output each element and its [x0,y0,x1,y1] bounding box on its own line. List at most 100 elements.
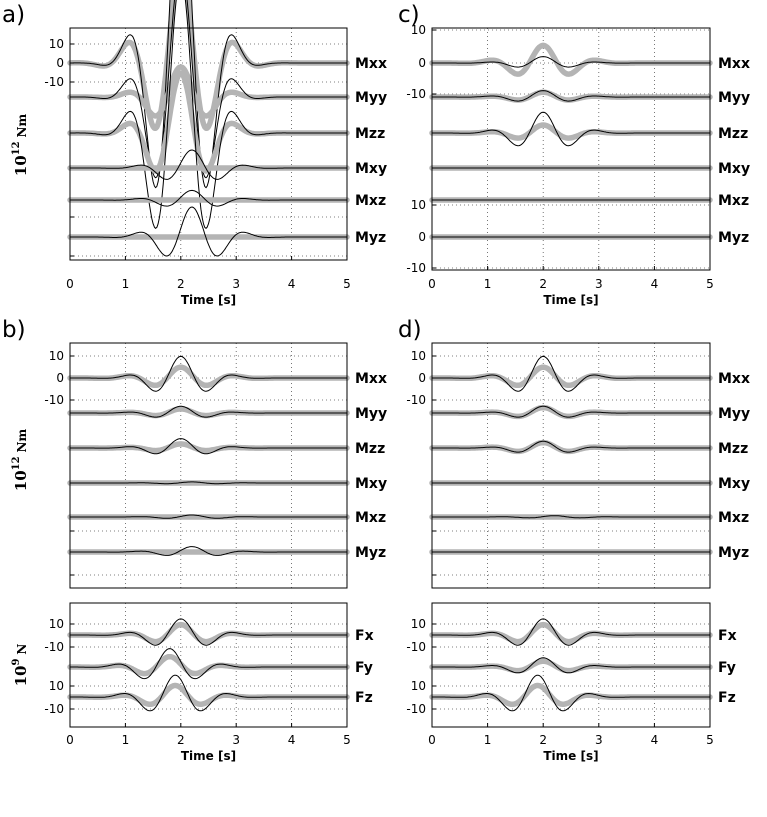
series-label-mxy: Mxy [718,476,750,492]
series-label-mxy: Mxy [718,161,750,177]
y-tick-label: 10 [411,198,426,212]
x-tick-label: 3 [595,277,603,291]
series-fz-inverted-line [70,674,347,712]
series-label-mxx: Mxx [355,56,387,72]
x-axis-label: Time [s] [543,293,598,307]
series-label-mxy: Mxy [355,161,387,177]
series-label-fz: Fz [355,690,373,706]
y-axis-label-base: 10 [12,666,30,687]
x-tick-label: 2 [539,277,547,291]
y-axis-label-exponent: 12 [11,456,22,470]
y-axis-label: 1012 Nm [11,113,30,176]
panel-label: b) [2,317,26,343]
series-label-fz: Fz [718,690,736,706]
series-label-myz: Myz [355,230,386,246]
series-label-myz: Myz [718,545,749,561]
series-myz-inverted-line [70,206,347,257]
y-tick-label: -10 [406,702,426,716]
x-tick-label: 5 [343,733,351,747]
series-mxy-inverted-line [70,481,347,485]
x-tick-label: 1 [484,277,492,291]
x-tick-label: 3 [595,733,603,747]
x-tick-label: 4 [651,733,659,747]
series-myy-synthetic-line [67,406,350,419]
series-label-mxz: Mxz [355,510,386,526]
y-tick-label: 10 [411,349,426,363]
series-mzz-synthetic-line [429,439,713,455]
y-tick-label: 0 [56,56,64,70]
series-mxx-synthetic-line [429,42,713,77]
series-label-myy: Myy [718,406,750,422]
series-label-mxx: Mxx [355,371,387,387]
x-tick-label: 2 [539,733,547,747]
panel-d2: Fx Fy Fz 10 -10 10 -10 0 1 2 3 4 5 Time [s] [406,602,737,763]
series-mxz-inverted-line [70,189,347,207]
series-mzz-inverted-line [432,440,710,453]
plot-frame [431,342,711,589]
series-fx-synthetic-line [429,621,713,645]
y-axis-label-unit: Nm [15,428,29,452]
series-mxx-synthetic-line [429,364,713,389]
series-mxz-inverted-line [432,515,710,519]
series-myy-inverted-line [432,405,710,418]
y-tick-label: 10 [49,37,64,51]
series-label-mzz: Mzz [718,126,748,142]
series-label-mxx: Mxx [718,56,750,72]
y-axis-label-exponent: 9 [11,659,22,666]
series-fz-inverted-line [432,674,710,712]
series-fy-inverted-line [432,657,710,674]
y-tick-label: 10 [49,679,64,693]
plot-frame [69,27,348,261]
series-label-myy: Myy [718,90,750,106]
x-axis-label: Time [s] [181,749,236,763]
y-tick-label: 10 [411,679,426,693]
series-label-mxx: Mxx [718,371,750,387]
series-myy-inverted-line [432,90,710,102]
y-tick-label: 0 [418,230,426,244]
series-fz-synthetic-line [67,682,350,708]
x-tick-label: 3 [232,733,240,747]
panel-label: a) [2,2,25,28]
plot-frame [431,27,711,271]
series-label-mxz: Mxz [718,510,749,526]
series-mxx-inverted-line [432,56,710,68]
series-label-fy: Fy [355,660,373,676]
series-mxy-inverted-line [70,149,347,180]
series-fx-inverted-line [70,618,347,646]
x-tick-label: 5 [706,277,714,291]
y-axis-label: 1012 Nm [11,428,30,491]
series-fz-synthetic-line [429,682,713,708]
series-myy-inverted-line [70,0,347,179]
y-tick-label: -10 [406,87,426,101]
series-label-myz: Myz [355,545,386,561]
series-myy-synthetic-line [429,404,713,420]
x-tick-label: 0 [428,733,436,747]
x-axis-label: Time [s] [543,749,598,763]
series-mxx-inverted-line [70,0,347,189]
x-tick-label: 5 [706,733,714,747]
x-tick-label: 2 [177,277,185,291]
series-mzz-inverted-line [70,0,347,229]
panel-d1: Mxx Myy Mzz Mxy Mxz Myz 10 0 -10 [406,342,750,589]
series-label-mxy: Mxy [355,476,387,492]
y-tick-label: 10 [411,617,426,631]
x-tick-label: 0 [66,733,74,747]
series-label-myy: Myy [355,406,387,422]
y-tick-label: -10 [44,393,64,407]
series-fx-inverted-line [432,618,710,646]
series-myy-synthetic-line [429,89,713,103]
panel-label: c) [398,2,420,28]
y-tick-label: -10 [44,75,64,89]
x-tick-label: 1 [122,733,130,747]
y-tick-label: -10 [44,640,64,654]
y-tick-label: 10 [49,349,64,363]
series-label-myz: Myz [718,230,749,246]
series-label-mzz: Mzz [355,126,385,142]
y-tick-label: 0 [56,371,64,385]
series-fx-synthetic-line [67,621,350,645]
y-tick-label: 0 [418,371,426,385]
series-mzz-inverted-line [70,438,347,455]
series-myy-synthetic-line [67,64,350,119]
y-tick-label: -10 [406,261,426,275]
